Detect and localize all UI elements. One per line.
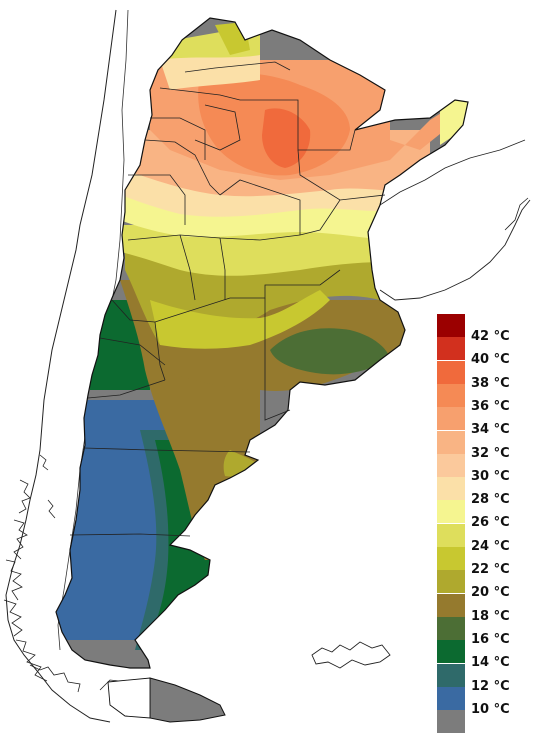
chile-coastline [5, 9, 117, 723]
legend-label: 16 °C [471, 631, 510, 647]
legend-swatch [437, 616, 465, 640]
legend-swatch [437, 686, 465, 710]
legend-swatch [437, 547, 465, 570]
uruguay-border [379, 139, 526, 206]
legend-swatch [437, 710, 465, 734]
legend-swatch [437, 430, 465, 454]
legend-label: 42 °C [471, 329, 510, 344]
legend-label: 32 °C [471, 445, 510, 461]
legend-label: 36 °C [471, 398, 510, 414]
legend-swatch [437, 500, 465, 524]
legend-label: 34 °C [471, 422, 510, 438]
legend-swatch [437, 593, 465, 617]
tierra-del-fuego [149, 677, 226, 723]
legend-label: 40 °C [471, 352, 510, 368]
legend-label: 30 °C [471, 468, 510, 484]
legend-swatch [437, 383, 465, 407]
legend-label: 38 °C [471, 375, 510, 391]
legend-swatch [437, 477, 465, 501]
falkland-islands [311, 641, 391, 669]
legend-label: 14 °C [471, 655, 510, 671]
legend-label: 18 °C [471, 608, 510, 624]
legend-swatch [437, 337, 465, 361]
legend-label: 12 °C [471, 678, 510, 694]
legend-swatch [437, 570, 465, 594]
legend-swatch [437, 314, 465, 337]
legend-label: 28 °C [471, 492, 510, 508]
legend-swatch [437, 453, 465, 477]
legend-swatch [437, 407, 465, 431]
legend-swatch [437, 663, 465, 687]
legend-label: 20 °C [471, 585, 510, 601]
argentina-outline [55, 17, 469, 669]
uruguay-coastline [379, 199, 531, 301]
tierra-del-fuego-chile [107, 677, 151, 719]
province-borders [69, 61, 386, 537]
brazil-coast [504, 197, 529, 231]
legend-label: 24 °C [471, 538, 510, 554]
legend-swatch [437, 360, 465, 384]
legend-label: 10 °C [471, 701, 510, 717]
legend-swatch [437, 523, 465, 547]
legend-swatch [437, 640, 465, 664]
legend-label: 22 °C [471, 562, 510, 577]
legend-label: 26 °C [471, 515, 510, 531]
